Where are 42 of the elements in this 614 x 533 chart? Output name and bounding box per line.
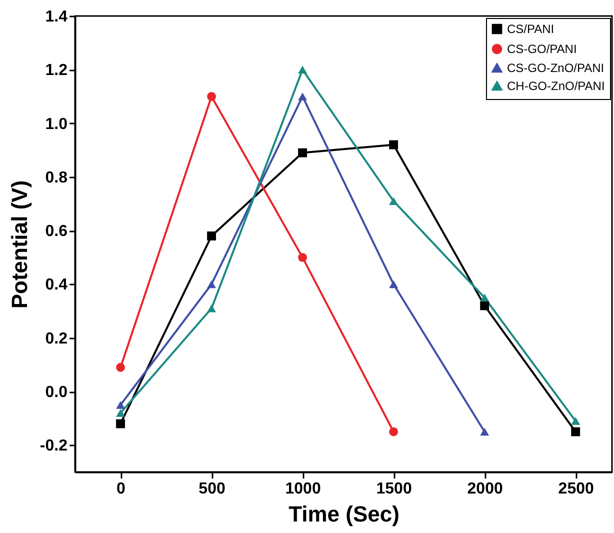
point: [298, 252, 308, 262]
point: [480, 294, 490, 302]
x-axis-title: Time (Sec): [288, 502, 400, 526]
point: [480, 301, 490, 310]
point: [389, 197, 398, 205]
point: [389, 140, 398, 150]
x-tick-label: 1500: [376, 480, 412, 498]
legend-label: CS-GO-ZnO/PANI: [507, 61, 604, 75]
y-tick-label: -0.2: [40, 438, 68, 455]
x-tick-label: 2500: [558, 480, 594, 498]
y-tick-label: 1.0: [45, 116, 68, 133]
point: [298, 148, 308, 158]
y-tick-label: 0.8: [45, 169, 68, 186]
legend-label: CS-GO/PANI: [507, 42, 577, 56]
point: [298, 92, 308, 100]
y-axis-title: Potential (V): [6, 180, 32, 309]
point: [571, 427, 580, 436]
point: [389, 280, 398, 288]
point: [571, 417, 580, 425]
y-tick-label: 1.4: [45, 8, 68, 26]
point: [207, 231, 216, 240]
point: [116, 362, 125, 372]
x-tick-label: 2000: [467, 480, 503, 498]
x-tick-label: 500: [198, 480, 226, 498]
point: [207, 92, 216, 101]
point: [116, 409, 125, 417]
x-tick-label: 0: [116, 480, 126, 498]
y-tick-label: 1.2: [45, 62, 68, 80]
y-tick-label: 0.6: [45, 223, 68, 240]
point: [389, 427, 398, 436]
y-tick-label: 0.2: [45, 330, 68, 348]
point: [116, 401, 125, 409]
point: [207, 280, 216, 288]
legend-label: CH-GO-ZnO/PANI: [507, 79, 605, 93]
point: [298, 66, 308, 74]
x-tick-label: 1000: [285, 480, 321, 498]
legend-label: CS/PANI: [507, 22, 554, 36]
point: [116, 419, 125, 428]
y-tick-label: 0.4: [45, 276, 68, 294]
point: [207, 304, 216, 312]
point: [480, 428, 490, 436]
y-tick-label: 0.0: [45, 384, 68, 402]
